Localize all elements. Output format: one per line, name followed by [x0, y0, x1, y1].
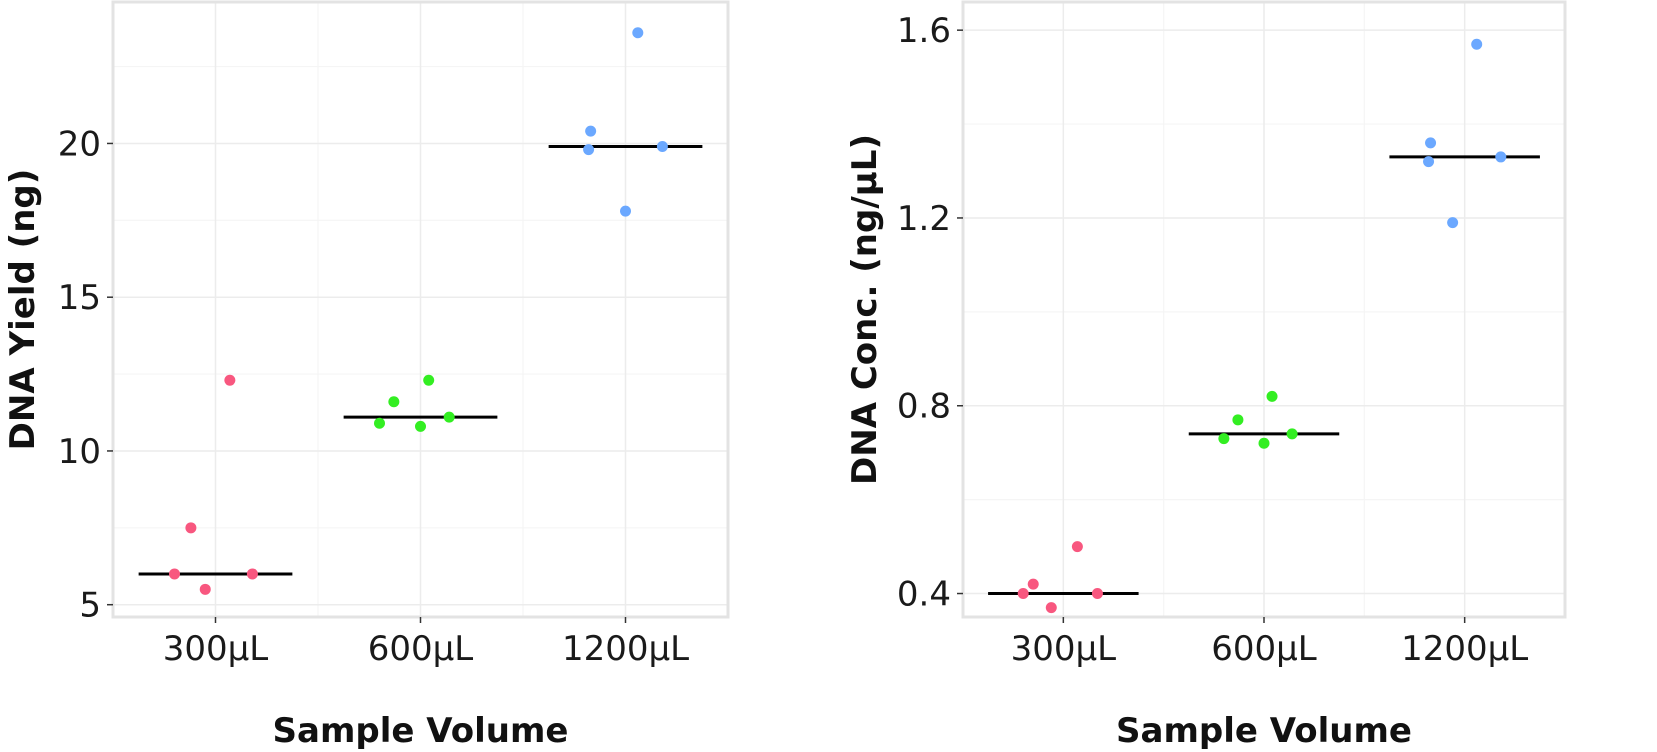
left-data-point [169, 568, 180, 580]
left-data-point [620, 205, 631, 217]
right-data-point [1232, 414, 1244, 426]
left-x-tick-label: 600µL [368, 629, 474, 669]
right-data-point [1266, 390, 1278, 402]
right-data-point [1447, 217, 1459, 229]
right-y-axis-title: DNA Conc. (ng/µL) [845, 134, 885, 485]
right-data-point [1471, 38, 1483, 50]
left-data-point [224, 374, 236, 386]
right-data-point [1017, 588, 1029, 600]
left-data-point [388, 396, 400, 408]
right-data-point [1286, 428, 1298, 440]
right-data-point [1495, 151, 1507, 163]
right-data-point [1071, 541, 1083, 553]
left-x-axis-title: Sample Volume [273, 711, 569, 751]
left-data-point [199, 583, 211, 595]
left-data-point [656, 141, 668, 153]
left-x-tick-label: 1200µL [562, 629, 689, 669]
left-data-point [185, 522, 197, 534]
right-x-tick-label: 300µL [1011, 629, 1117, 669]
left-y-tick-label: 15 [58, 278, 101, 318]
right-y-tick-label: 0.8 [897, 387, 951, 427]
right-data-point [1423, 156, 1435, 168]
left-y-tick-label: 5 [79, 586, 101, 626]
right-data-point [1425, 137, 1437, 149]
right-y-tick-label: 0.4 [897, 575, 951, 615]
left-panel: 5 10 15 20 300µL 600µL 1200µL Sample Volume DNA … [3, 0, 730, 751]
right-data-point [1091, 588, 1103, 600]
right-y-tick-label: 1.6 [897, 11, 951, 51]
right-y-tick-label: 1.2 [897, 199, 951, 239]
left-x-tick-label: 300µL [163, 629, 269, 669]
right-data-point [1218, 433, 1230, 445]
left-data-point [583, 144, 595, 156]
right-data-point [1027, 578, 1039, 590]
left-data-point [423, 374, 435, 386]
right-x-tick-label: 1200µL [1401, 629, 1528, 669]
left-data-point [246, 568, 258, 580]
left-y-axis-title: DNA Yield (ng) [3, 169, 43, 451]
left-y-tick-label: 20 [58, 124, 101, 164]
left-y-tick-label: 10 [58, 432, 101, 472]
right-x-tick-label: 600µL [1211, 629, 1317, 669]
left-data-point [374, 417, 385, 429]
left-data-point [632, 27, 644, 39]
right-data-point [1258, 437, 1270, 449]
left-data-point [443, 411, 455, 423]
right-data-point [1045, 602, 1057, 614]
left-data-point [415, 420, 426, 432]
left-data-point [585, 125, 597, 137]
right-panel: 0.4 0.8 1.2 1.6 300µL 600µL 1200µL Sample Volum… [845, 0, 1567, 751]
right-x-axis-title: Sample Volume [1116, 711, 1412, 751]
